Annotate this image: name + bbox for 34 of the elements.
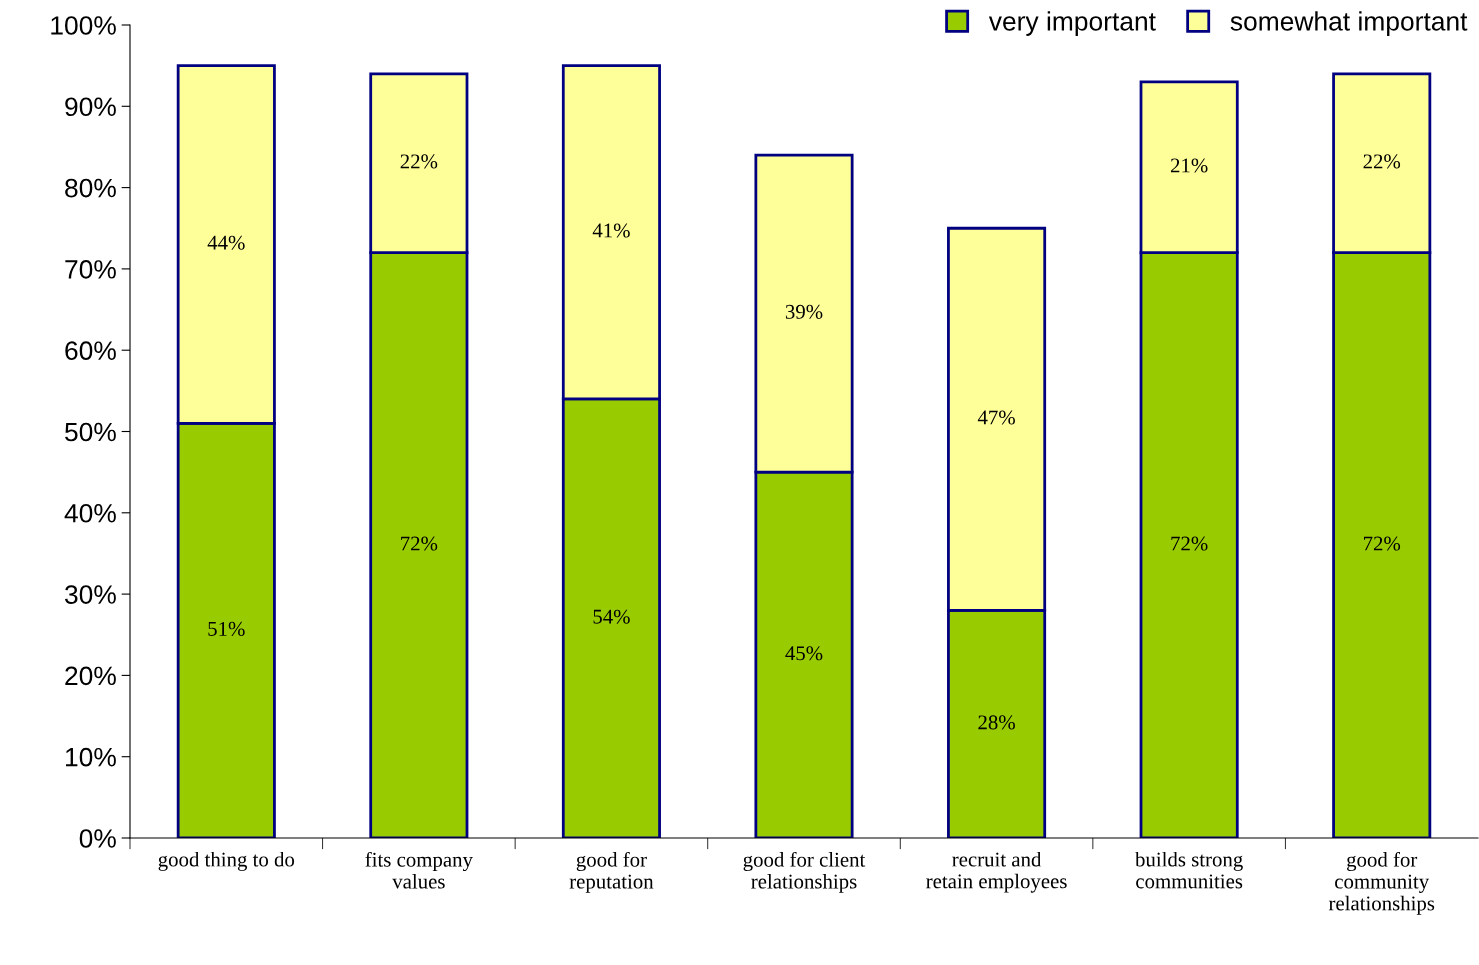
- data-label: 41%: [592, 223, 630, 238]
- y-tick-label: 30%: [65, 585, 116, 604]
- data-label: 72%: [401, 536, 438, 551]
- data-label: 22%: [1363, 154, 1401, 169]
- data-label: 51%: [208, 621, 245, 636]
- y-tick-label: 90%: [65, 97, 116, 117]
- y-tick-label: 0%: [79, 829, 116, 848]
- legend-label: very important: [988, 11, 1156, 36]
- y-tick-label: 80%: [65, 178, 116, 198]
- x-tick-label: recruit and retain employees: [926, 851, 1067, 893]
- y-tick-label: 10%: [66, 747, 116, 767]
- data-label: 45%: [785, 646, 823, 661]
- data-label: 22%: [400, 154, 438, 169]
- y-tick-label: 60%: [65, 341, 116, 361]
- x-tick-label: good for client relationships: [743, 851, 866, 893]
- data-label: 72%: [1171, 536, 1208, 551]
- x-tick-label: good for community relationships: [1328, 851, 1435, 915]
- y-tick-label: 20%: [65, 666, 116, 686]
- y-tick-label: 50%: [65, 422, 116, 442]
- x-tick-label: good thing to do: [158, 851, 295, 871]
- data-label: 39%: [785, 304, 823, 319]
- data-label: 21%: [1170, 158, 1208, 173]
- data-label: 54%: [593, 609, 630, 624]
- data-label: 72%: [1363, 536, 1401, 551]
- x-tick-label: good for reputation: [569, 851, 654, 893]
- data-label: 47%: [977, 410, 1015, 425]
- x-tick-label: fits company values: [365, 851, 473, 889]
- data-label: 44%: [207, 235, 245, 250]
- y-tick-label: 40%: [64, 503, 116, 523]
- x-tick-label: builds strong communities: [1135, 851, 1243, 889]
- y-tick-label: 100%: [51, 16, 116, 35]
- data-label: 28%: [978, 715, 1015, 730]
- legend-label: somewhat important: [1230, 11, 1468, 36]
- y-tick-label: 70%: [65, 260, 116, 279]
